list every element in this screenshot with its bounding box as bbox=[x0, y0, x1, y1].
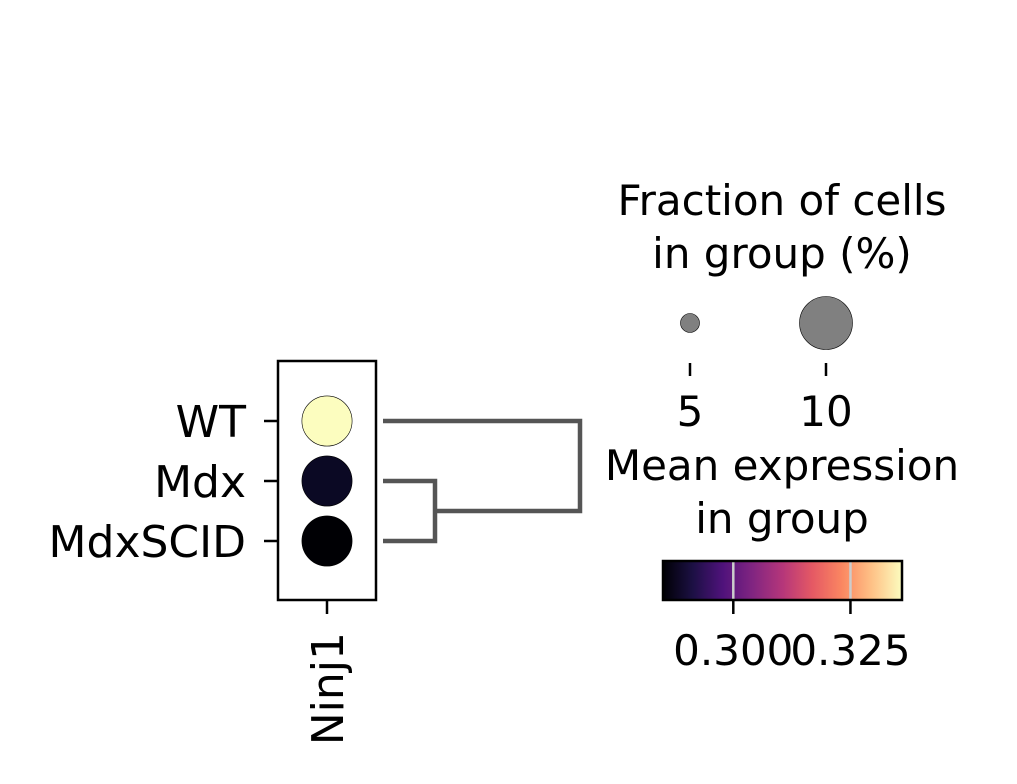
colorbar bbox=[663, 561, 902, 600]
dot-mdx bbox=[301, 455, 353, 507]
color-legend-title: in group bbox=[695, 494, 869, 543]
dendrogram bbox=[383, 418, 583, 544]
size-legend-title: in group (%) bbox=[652, 229, 912, 278]
y-tick-label: Mdx bbox=[154, 457, 246, 508]
color-legend-title: Mean expression bbox=[605, 441, 959, 490]
colorbar-tick-label: 0.300 bbox=[673, 626, 793, 675]
x-tick-label: Ninj1 bbox=[303, 632, 354, 745]
size-legend-dot bbox=[799, 296, 853, 350]
y-tick-label: WT bbox=[176, 397, 247, 448]
size-legend-label: 5 bbox=[677, 387, 704, 436]
size-legend-title: Fraction of cells bbox=[618, 176, 947, 225]
colorbar-tick-label: 0.325 bbox=[790, 626, 910, 675]
dotplot-panel: WT Mdx MdxSCID Ninj1 bbox=[49, 359, 378, 745]
dot-wt bbox=[301, 395, 353, 447]
colorbar-frame bbox=[661, 559, 904, 602]
y-tick-label: MdxSCID bbox=[49, 517, 246, 568]
dendrogram-branch-inner bbox=[383, 478, 438, 544]
size-legend-label: 10 bbox=[799, 387, 852, 436]
size-legend-dot bbox=[680, 313, 700, 333]
dendrogram-branch-outer bbox=[383, 418, 583, 514]
dot-mdxscid bbox=[301, 515, 353, 567]
